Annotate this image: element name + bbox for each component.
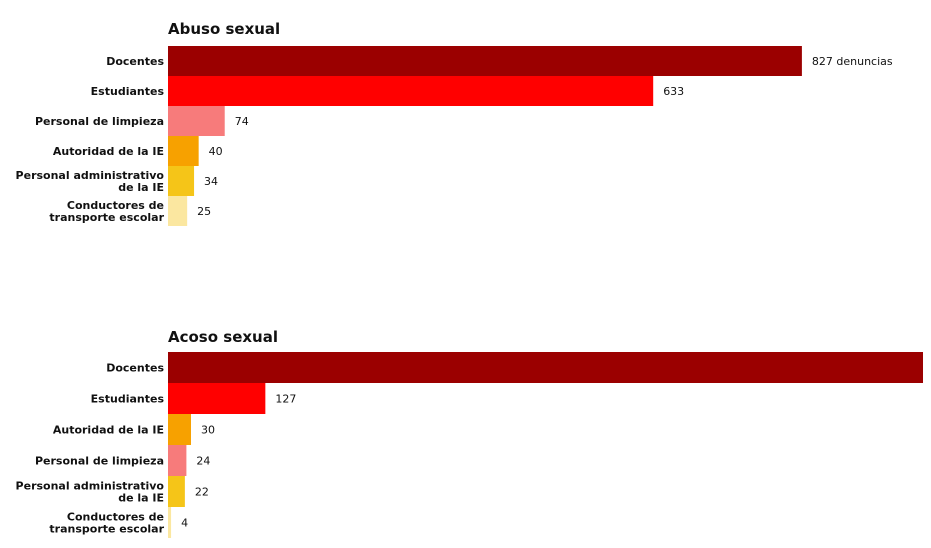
category-label-line: transporte escolar <box>49 523 164 536</box>
data-label: 34 <box>204 175 218 188</box>
category-label-line: Personal administrativo <box>16 169 165 182</box>
category-label-line: Docentes <box>106 362 164 375</box>
category-label-line: Personal de limpieza <box>35 115 164 128</box>
bar <box>168 166 195 196</box>
category-label-line: Conductores de <box>67 199 164 212</box>
bar <box>168 196 188 226</box>
bar <box>168 445 187 476</box>
category-label: Autoridad de la IE <box>53 145 164 158</box>
category-label: Estudiantes <box>91 85 165 98</box>
category-label-line: Autoridad de la IE <box>53 424 164 437</box>
bar <box>168 414 191 445</box>
category-label: Docentes <box>106 55 164 68</box>
data-label: 127 <box>275 393 296 406</box>
data-label: 827 denuncias <box>812 55 893 68</box>
bar <box>168 76 654 106</box>
data-label: 633 <box>663 85 684 98</box>
data-label: 4 <box>181 517 188 530</box>
category-label: Personal de limpieza <box>35 455 164 468</box>
chart-panel-2: Acoso sexualDocentes985Estudiantes127Aut… <box>16 328 924 538</box>
bar <box>168 383 266 414</box>
category-label-line: de la IE <box>118 181 164 194</box>
category-label: Docentes <box>106 362 164 375</box>
data-label: 25 <box>197 205 211 218</box>
chart-title: Abuso sexual <box>168 20 280 38</box>
data-label: 22 <box>195 486 209 499</box>
category-label: Conductores de transporte escolar <box>49 511 164 536</box>
data-label: 24 <box>196 455 210 468</box>
category-label: Personal administrativo de la IE <box>16 480 165 505</box>
chart-panel-1: Abuso sexual Docentes 827 denuncias Estudia… <box>16 20 893 226</box>
category-label: Personal de limpieza <box>35 115 164 128</box>
data-label: 74 <box>235 115 249 128</box>
category-label: Autoridad de la IE <box>53 424 164 437</box>
chart-title: Acoso sexual <box>168 328 278 346</box>
category-label: Personal administrativo de la IE <box>16 169 165 194</box>
category-label-line: de la IE <box>118 492 164 505</box>
category-label-line: transporte escolar <box>49 211 164 224</box>
category-label-line: Personal administrativo <box>16 480 165 493</box>
category-label-line: Autoridad de la IE <box>53 145 164 158</box>
category-label-line: Conductores de <box>67 511 164 524</box>
bar <box>168 352 924 383</box>
bar <box>168 46 802 76</box>
category-label-line: Estudiantes <box>91 393 165 406</box>
bar <box>168 507 172 538</box>
bar <box>168 106 225 136</box>
bar <box>168 136 199 166</box>
category-label: Estudiantes <box>91 393 165 406</box>
data-label: 30 <box>201 424 215 437</box>
category-label-line: Estudiantes <box>91 85 165 98</box>
category-label: Conductores de transporte escolar <box>49 199 164 224</box>
category-label-line: Docentes <box>106 55 164 68</box>
category-label-line: Personal de limpieza <box>35 455 164 468</box>
data-label: 40 <box>209 145 223 158</box>
bar <box>168 476 185 507</box>
